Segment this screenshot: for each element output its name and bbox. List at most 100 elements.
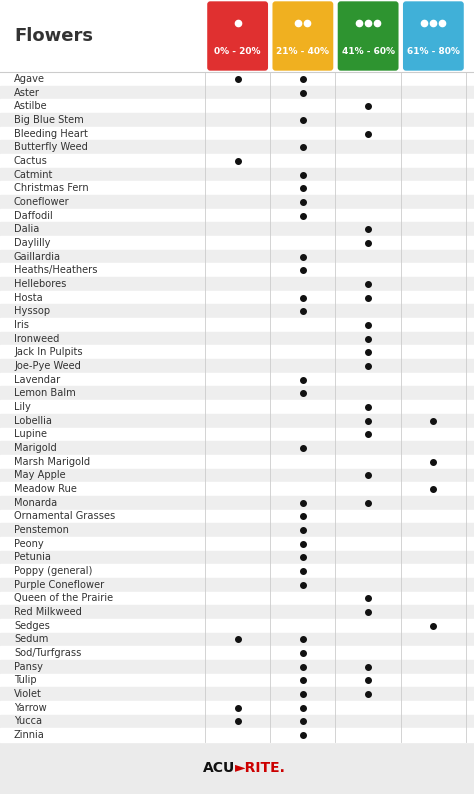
Bar [0, 345, 474, 359]
Bar [0, 496, 474, 510]
Bar [0, 673, 474, 688]
Text: Tulip: Tulip [14, 676, 36, 685]
FancyBboxPatch shape [403, 2, 464, 71]
Text: Lobellia: Lobellia [14, 416, 52, 426]
Bar [0, 359, 474, 373]
Bar [0, 605, 474, 619]
Bar [0, 318, 474, 332]
Bar [0, 236, 474, 250]
FancyBboxPatch shape [207, 2, 268, 71]
Bar [0, 304, 474, 318]
Text: Aster: Aster [14, 87, 40, 98]
Text: Sod/Turfgrass: Sod/Turfgrass [14, 648, 82, 658]
Bar [0, 482, 474, 496]
Text: ►RITE.: ►RITE. [235, 761, 286, 775]
Text: Yarrow: Yarrow [14, 703, 47, 713]
FancyBboxPatch shape [273, 2, 333, 71]
Text: May Apple: May Apple [14, 470, 65, 480]
Bar [0, 523, 474, 537]
Bar [0, 468, 474, 482]
Text: Hosta: Hosta [14, 293, 43, 303]
Text: Gaillardia: Gaillardia [14, 252, 61, 261]
Text: Petunia: Petunia [14, 553, 51, 562]
Bar [0, 264, 474, 277]
Bar [0, 222, 474, 236]
Text: Catmint: Catmint [14, 170, 54, 179]
Text: Lavendar: Lavendar [14, 375, 60, 384]
Bar [0, 181, 474, 195]
Bar [0, 633, 474, 646]
Bar [0, 646, 474, 660]
Bar [0, 660, 474, 673]
Bar [0, 99, 474, 113]
Text: Christmas Fern: Christmas Fern [14, 183, 89, 193]
Text: Daylilly: Daylilly [14, 238, 51, 248]
Bar [0, 728, 474, 742]
Bar [0, 291, 474, 304]
Text: Daffodil: Daffodil [14, 210, 53, 221]
Text: Coneflower: Coneflower [14, 197, 70, 207]
Text: Lily: Lily [14, 402, 31, 412]
FancyBboxPatch shape [337, 2, 399, 71]
Text: Big Blue Stem: Big Blue Stem [14, 115, 84, 125]
Text: Dalia: Dalia [14, 224, 39, 234]
Bar [0, 592, 474, 605]
Text: Lemon Balm: Lemon Balm [14, 388, 76, 399]
Bar [0, 154, 474, 168]
Text: Astilbe: Astilbe [14, 101, 47, 111]
Bar [0, 537, 474, 550]
Bar [0, 250, 474, 264]
Text: Lupine: Lupine [14, 430, 47, 439]
Bar [0, 72, 474, 86]
Text: 61% - 80%: 61% - 80% [407, 48, 460, 56]
Bar [0, 127, 474, 141]
Text: Joe-Pye Weed: Joe-Pye Weed [14, 361, 81, 371]
Text: Iris: Iris [14, 320, 29, 330]
Text: Agave: Agave [14, 74, 45, 84]
Bar [0, 565, 474, 578]
Text: Penstemon: Penstemon [14, 525, 69, 535]
Bar [0, 195, 474, 209]
Text: Bleeding Heart: Bleeding Heart [14, 129, 88, 138]
Text: 41% - 60%: 41% - 60% [342, 48, 395, 56]
Text: Monarda: Monarda [14, 498, 57, 507]
Bar [0, 373, 474, 387]
Text: Pansy: Pansy [14, 661, 43, 672]
Text: Heaths/Heathers: Heaths/Heathers [14, 265, 98, 276]
Bar [0, 550, 474, 565]
Text: Ironweed: Ironweed [14, 333, 59, 344]
Bar [0, 510, 474, 523]
Bar [0, 619, 474, 633]
Bar [0, 715, 474, 728]
Text: Marigold: Marigold [14, 443, 57, 453]
Bar [0, 441, 474, 455]
Text: Ornamental Grasses: Ornamental Grasses [14, 511, 115, 522]
Text: Peony: Peony [14, 539, 44, 549]
Bar [0, 209, 474, 222]
Text: Sedges: Sedges [14, 621, 50, 630]
Text: 0% - 20%: 0% - 20% [214, 48, 261, 56]
Text: Hellebores: Hellebores [14, 279, 66, 289]
Bar [0, 277, 474, 291]
Text: 21% - 40%: 21% - 40% [276, 48, 329, 56]
Text: Cactus: Cactus [14, 156, 48, 166]
Text: Purple Coneflower: Purple Coneflower [14, 580, 104, 590]
Text: Zinnia: Zinnia [14, 730, 45, 740]
Bar [0, 400, 474, 414]
Bar [0, 86, 474, 99]
Text: Yucca: Yucca [14, 716, 42, 727]
Bar [0, 578, 474, 592]
Text: Jack In Pulpits: Jack In Pulpits [14, 347, 82, 357]
Bar [0, 701, 474, 715]
Bar [0, 742, 474, 794]
Bar [0, 427, 474, 441]
Text: Sedum: Sedum [14, 634, 48, 645]
Bar [0, 332, 474, 345]
Text: Red Milkweed: Red Milkweed [14, 607, 82, 617]
Text: Hyssop: Hyssop [14, 306, 50, 316]
Bar [0, 168, 474, 181]
Text: Queen of the Prairie: Queen of the Prairie [14, 593, 113, 603]
Bar [0, 113, 474, 127]
Text: Meadow Rue: Meadow Rue [14, 484, 77, 494]
Bar [0, 414, 474, 427]
